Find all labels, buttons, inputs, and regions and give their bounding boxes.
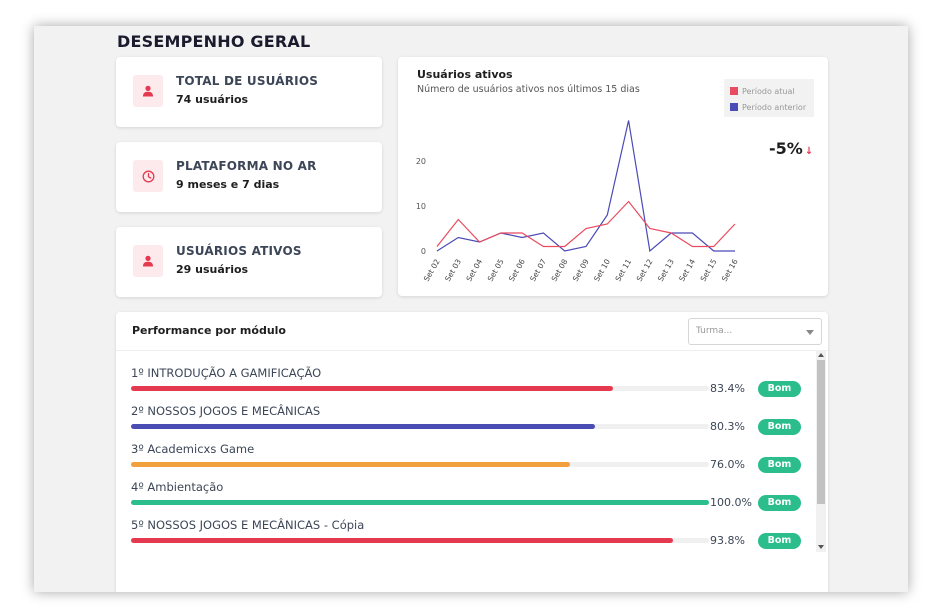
legend-swatch-current bbox=[730, 87, 738, 95]
module-percent: 76.0% bbox=[710, 458, 745, 471]
scrollbar-thumb[interactable] bbox=[817, 360, 825, 504]
active-users-delta: -5% ↓ bbox=[769, 139, 813, 158]
stat-card-total-users: TOTAL DE USUÁRIOS 74 usuários bbox=[116, 57, 382, 127]
chart-title: Usuários ativos bbox=[417, 68, 513, 81]
module-percent: 83.4% bbox=[710, 382, 745, 395]
module-name: 5º NOSSOS JOGOS E MECÂNICAS - Cópia bbox=[131, 518, 365, 532]
y-tick-label: 0 bbox=[421, 247, 426, 256]
x-tick-label: Set 05 bbox=[486, 257, 506, 283]
progress-fill bbox=[131, 538, 674, 543]
user-icon bbox=[133, 245, 163, 277]
x-tick-label: Set 04 bbox=[464, 257, 484, 283]
performance-title: Performance por módulo bbox=[132, 324, 286, 337]
x-tick-label: Set 12 bbox=[635, 257, 655, 283]
module-percent: 80.3% bbox=[710, 420, 745, 433]
divider bbox=[116, 350, 828, 351]
stat-value: 29 usuários bbox=[176, 263, 249, 276]
module-name: 1º INTRODUÇÃO A GAMIFICAÇÃO bbox=[131, 366, 322, 380]
stat-value: 9 meses e 7 dias bbox=[176, 178, 280, 191]
series-line bbox=[436, 200, 736, 248]
status-badge: Bom bbox=[758, 495, 801, 511]
progress-fill bbox=[131, 424, 596, 429]
stat-card-active-users: USUÁRIOS ATIVOS 29 usuários bbox=[116, 227, 382, 297]
module-name: 3º Academicxs Game bbox=[131, 442, 255, 456]
module-list-scrollbar[interactable] bbox=[816, 350, 826, 552]
scroll-up-icon[interactable] bbox=[818, 353, 824, 357]
progress-track bbox=[131, 538, 709, 543]
module-row: 1º INTRODUÇÃO A GAMIFICAÇÃO 83.4% Bom bbox=[116, 352, 816, 397]
module-row: 4º Ambientação 100.0% Bom bbox=[116, 466, 816, 511]
chevron-down-icon bbox=[806, 330, 814, 335]
module-percent: 100.0% bbox=[710, 496, 752, 509]
progress-track bbox=[131, 500, 709, 505]
status-badge: Bom bbox=[758, 419, 801, 435]
module-performance-card: Performance por módulo Turma... 1º INTRO… bbox=[116, 312, 828, 592]
user-icon bbox=[133, 75, 163, 107]
stat-label: PLATAFORMA NO AR bbox=[176, 159, 317, 173]
x-tick-label: Set 13 bbox=[656, 257, 676, 283]
module-row: 3º Academicxs Game 76.0% Bom bbox=[116, 428, 816, 473]
legend-label: Período atual bbox=[742, 86, 795, 96]
progress-fill bbox=[131, 386, 614, 391]
y-tick-label: 10 bbox=[416, 202, 426, 211]
status-badge: Bom bbox=[758, 533, 801, 549]
progress-track bbox=[131, 462, 709, 467]
x-tick-label: Set 11 bbox=[613, 257, 633, 283]
chart-legend: Período atual Período anterior bbox=[724, 79, 814, 117]
active-users-chart-card: Usuários ativos Número de usuários ativo… bbox=[398, 57, 828, 296]
x-tick-label: Set 09 bbox=[571, 257, 591, 283]
module-list: 1º INTRODUÇÃO A GAMIFICAÇÃO 83.4% Bom 2º… bbox=[116, 352, 816, 554]
x-tick-label: Set 02 bbox=[422, 257, 442, 283]
x-tick-label: Set 15 bbox=[699, 257, 719, 283]
legend-item-previous[interactable]: Período anterior bbox=[730, 99, 808, 115]
progress-fill bbox=[131, 500, 709, 505]
stat-value: 74 usuários bbox=[176, 93, 249, 106]
legend-swatch-previous bbox=[730, 103, 738, 111]
stat-card-platform-uptime: PLATAFORMA NO AR 9 meses e 7 dias bbox=[116, 142, 382, 212]
module-name: 2º NOSSOS JOGOS E MECÂNICAS bbox=[131, 404, 321, 418]
module-percent: 93.8% bbox=[710, 534, 745, 547]
stat-label: USUÁRIOS ATIVOS bbox=[176, 244, 302, 258]
progress-track bbox=[131, 386, 709, 391]
progress-track bbox=[131, 424, 709, 429]
x-tick-label: Set 10 bbox=[592, 257, 612, 283]
x-tick-label: Set 03 bbox=[443, 257, 463, 283]
scroll-down-icon[interactable] bbox=[818, 545, 824, 549]
status-badge: Bom bbox=[758, 381, 801, 397]
status-badge: Bom bbox=[758, 457, 801, 473]
x-tick-label: Set 16 bbox=[720, 257, 740, 283]
chart-subtitle: Número de usuários ativos nos últimos 15… bbox=[417, 84, 640, 95]
module-row: 5º NOSSOS JOGOS E MECÂNICAS - Cópia 93.8… bbox=[116, 504, 816, 549]
arrow-down-icon: ↓ bbox=[804, 146, 814, 157]
class-select-placeholder: Turma... bbox=[696, 326, 733, 336]
progress-fill bbox=[131, 462, 571, 467]
legend-item-current[interactable]: Período atual bbox=[730, 83, 808, 99]
module-name: 4º Ambientação bbox=[131, 480, 224, 494]
class-select[interactable]: Turma... bbox=[688, 318, 822, 345]
stat-label: TOTAL DE USUÁRIOS bbox=[176, 74, 319, 88]
module-row: 2º NOSSOS JOGOS E MECÂNICAS 80.3% Bom bbox=[116, 390, 816, 435]
dashboard-window: DESEMPENHO GERAL TOTAL DE USUÁRIOS 74 us… bbox=[34, 26, 908, 592]
series-line bbox=[436, 120, 735, 253]
x-tick-label: Set 06 bbox=[507, 257, 527, 283]
delta-value: -5% bbox=[769, 139, 803, 158]
x-tick-label: Set 08 bbox=[550, 257, 570, 283]
y-tick-label: 20 bbox=[416, 157, 426, 166]
x-tick-label: Set 07 bbox=[528, 257, 548, 283]
legend-label: Período anterior bbox=[742, 102, 807, 112]
x-tick-label: Set 14 bbox=[677, 257, 697, 283]
clock-icon bbox=[133, 160, 163, 192]
page-title: DESEMPENHO GERAL bbox=[117, 32, 311, 51]
